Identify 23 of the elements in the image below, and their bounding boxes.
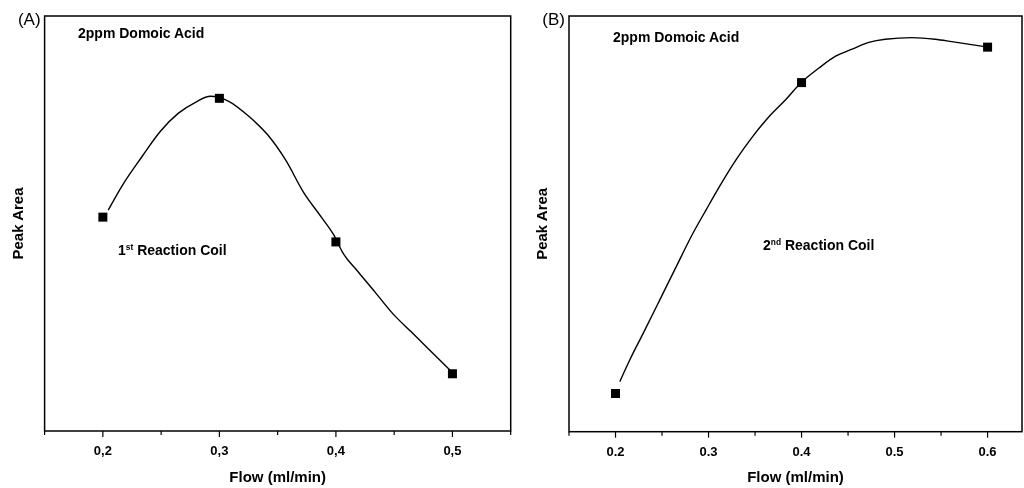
- point: [447, 369, 457, 379]
- annotation: 1$^{st}$ Reaction Coil: [118, 242, 227, 258]
- chart-title: (A): [17, 10, 41, 29]
- y-axis-title: Peak Area: [8, 186, 26, 260]
- x-tick-label: 0,3: [210, 443, 229, 458]
- x-tick-label: 0.2: [606, 443, 625, 459]
- annotation: 2ppm Domoic Acid: [613, 29, 740, 45]
- point: [98, 212, 108, 222]
- text: 2ppm Domoic Acid: [78, 25, 205, 41]
- x-tick-label: 0.6: [978, 443, 997, 459]
- x-tick-label: 0,5: [443, 443, 462, 458]
- x-tick-label: 0,4: [326, 443, 346, 458]
- chart-title: (B): [542, 10, 565, 29]
- x-axis-title: Flow (ml/min): [747, 468, 844, 485]
- x-tick-label: 0.4: [792, 443, 812, 459]
- y-axis-title: Peak Area: [533, 187, 550, 260]
- point: [331, 237, 341, 247]
- point: [214, 93, 224, 103]
- x-tick-label: 0,2: [93, 443, 112, 458]
- x-tick-label: 0.3: [699, 443, 718, 459]
- x-tick-label: 0.5: [885, 443, 904, 459]
- annotation: 2$^{nd}$ Reaction Coil: [763, 237, 875, 253]
- x-axis-title: Flow (ml/min): [229, 468, 326, 485]
